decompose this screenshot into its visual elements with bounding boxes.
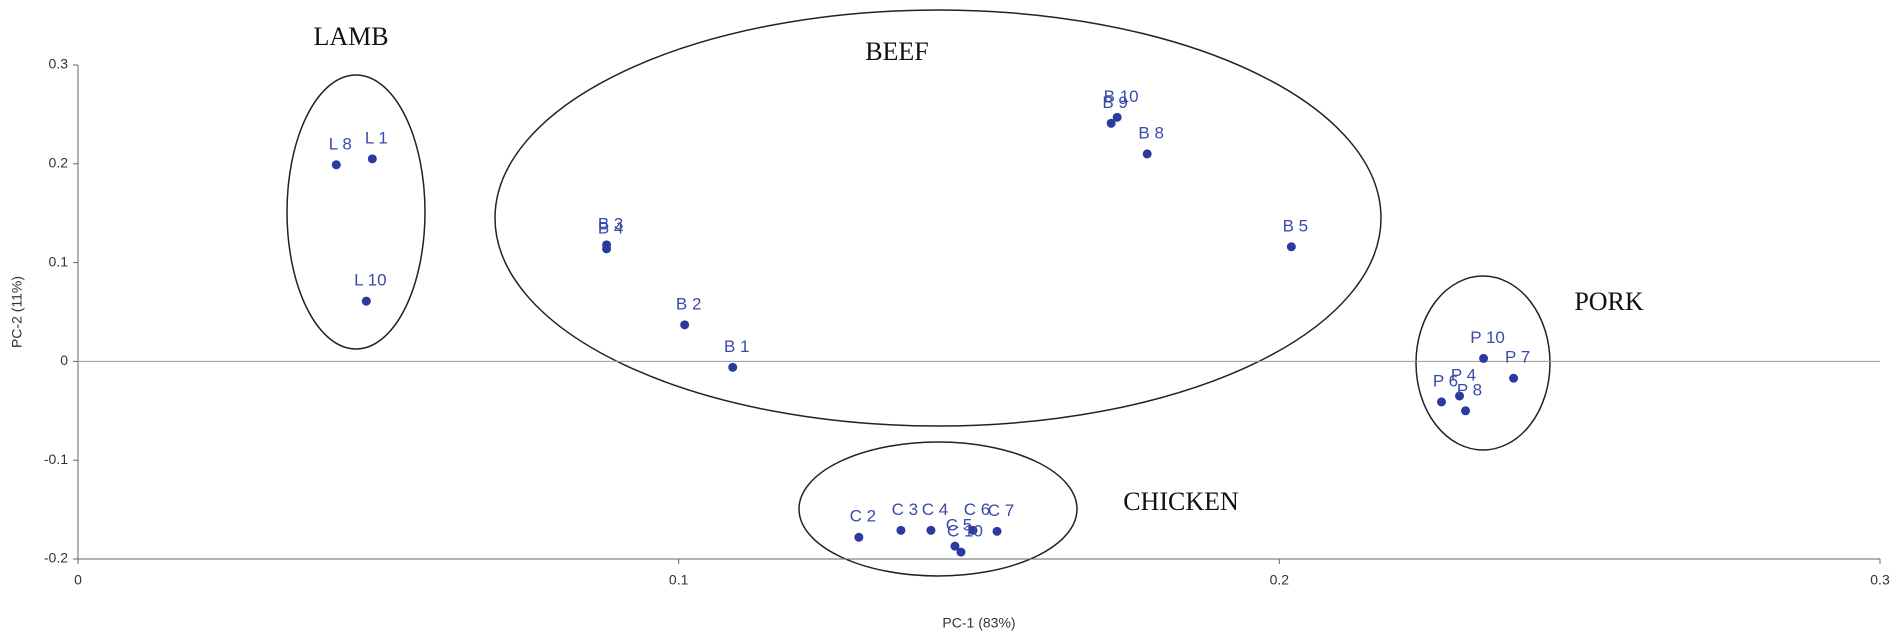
point (950, 541, 960, 551)
point-label: B 5 (1283, 216, 1309, 235)
point (1509, 373, 1519, 383)
lamb-ellipse (286, 74, 426, 350)
x-tick-label: 0.3 (1870, 572, 1890, 588)
point-label: B 1 (724, 337, 750, 356)
point-label: P 10 (1470, 328, 1505, 347)
point-label: B 4 (598, 218, 624, 237)
point-label: C 4 (922, 500, 948, 519)
point (1455, 391, 1465, 401)
point (602, 244, 612, 254)
x-tick-label: 0.1 (669, 572, 689, 588)
point-label: C 7 (988, 501, 1014, 520)
point-label: C 2 (850, 507, 876, 526)
point (854, 532, 864, 542)
chicken-ellipse (798, 441, 1078, 577)
point (728, 362, 738, 372)
point (992, 526, 1002, 536)
x-tick-label: 0.2 (1270, 572, 1290, 588)
point (968, 525, 978, 535)
point (1106, 118, 1116, 128)
point-label: B 3 (598, 214, 624, 233)
point-label: P 8 (1457, 380, 1482, 399)
point-label: L 8 (329, 134, 352, 153)
x-tick-label: 0 (74, 572, 82, 588)
point-label: C 5 (946, 516, 972, 535)
y-tick-label: 0 (60, 352, 68, 368)
point-label: B 8 (1138, 123, 1164, 142)
beef-ellipse (494, 9, 1382, 427)
point (956, 547, 966, 557)
point-label: L 10 (354, 271, 386, 290)
point (926, 525, 936, 535)
point (367, 154, 377, 164)
y-tick-label: 0.3 (49, 56, 69, 72)
point (331, 160, 341, 170)
y-axis-title: PC-2 (11%) (9, 276, 25, 348)
point (680, 320, 690, 330)
group-label: PORK (1574, 287, 1644, 316)
point-label: B 2 (676, 294, 702, 313)
point-label: C 6 (964, 500, 990, 519)
group-label: CHICKEN (1123, 487, 1239, 516)
point (1461, 406, 1471, 416)
y-tick-label: -0.2 (44, 550, 68, 566)
point (1479, 353, 1489, 363)
point-label: B 10 (1104, 87, 1139, 106)
point-label: P 4 (1451, 365, 1476, 384)
point-label: C 3 (892, 500, 918, 519)
x-axis-title: PC-1 (83%) (942, 615, 1015, 631)
point-label: P 7 (1505, 348, 1530, 367)
point (1286, 242, 1296, 252)
point-label: P 6 (1433, 371, 1458, 390)
point (361, 296, 371, 306)
point (1437, 397, 1447, 407)
y-tick-label: -0.1 (44, 451, 68, 467)
group-label: BEEF (865, 37, 929, 66)
point-label: C 10 (947, 522, 983, 541)
point (1142, 149, 1152, 159)
pork-ellipse (1415, 275, 1551, 451)
point (1112, 112, 1122, 122)
group-label: LAMB (313, 22, 388, 51)
point (896, 525, 906, 535)
point-label: L 1 (365, 128, 388, 147)
y-tick-label: 0.1 (49, 253, 69, 269)
y-tick-label: 0.2 (49, 155, 69, 171)
point-label: B 9 (1102, 93, 1128, 112)
